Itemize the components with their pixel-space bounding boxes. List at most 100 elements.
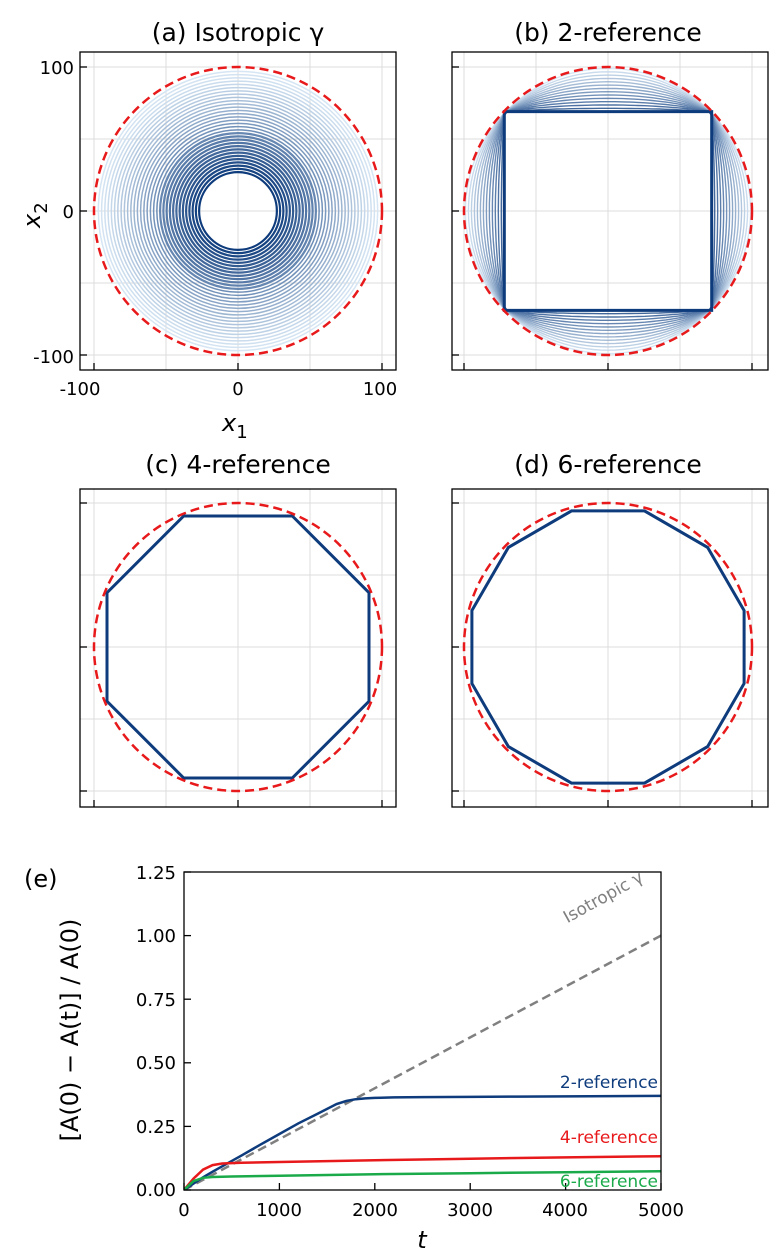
panel-d-final-shape [470,509,746,785]
contour-circle [126,99,350,323]
panel-e-ytick-label: 0.25 [136,1117,176,1138]
panel-a-xlabel-sub: 1 [236,422,247,443]
annotation-6-reference: 6-reference [560,1172,658,1192]
contour-circle [146,119,330,303]
panel-a-xtick-label: 100 [363,379,397,400]
panel-a-ylabel-base: x [18,213,46,229]
panel-b: (b) 2-reference [451,18,769,371]
contour-circle [165,138,311,284]
contour-shape [467,71,749,351]
contour-circle [133,106,343,316]
panel-a: (a) Isotropic γ -100 0 100 100 0 -100 x1… [18,18,397,443]
panel-e-xtick-label: 0 [178,1200,189,1221]
contour-circle [191,164,285,258]
contour-circle [152,125,324,297]
panel-e-ytick-label: 0.50 [136,1053,176,1074]
contour-circle [185,158,291,264]
panel-e-ytick-label: 1.00 [136,926,176,947]
panel-a-xlabel-base: x [221,409,237,437]
contour-shape [488,94,728,328]
panel-e-xtick-label: 3000 [447,1200,493,1221]
contour-shape [497,104,719,318]
contour-circle [194,167,282,255]
panel-a-xtick-label: 0 [232,379,243,400]
panel-b-contours [464,67,752,355]
contour-shape [485,90,731,332]
panel-c-title: (c) 4-reference [145,450,331,479]
panel-c-ticks [80,502,383,807]
contour-circle [136,109,340,313]
contour-circle [107,80,369,342]
contour-circle [156,129,320,293]
panel-e-xtick-label: 5000 [638,1200,684,1221]
panel-e-series [184,934,661,1190]
panel-c-final-shape [105,514,371,780]
panel-e-xlabel: t [417,1226,428,1254]
panel-a-xtick-label: -100 [60,379,101,400]
contour-shape [479,84,737,338]
contour-shape [491,97,725,325]
panel-e-ticks [183,871,662,1191]
contour-circle [175,148,301,274]
contour-circle [117,90,359,332]
contour-circle [168,141,308,281]
series-line-2-reference [184,1094,661,1190]
series-line-isotropic- [184,934,661,1190]
panel-d-reference-circle [462,501,754,793]
annotation-2-reference: 2-reference [560,1073,658,1093]
panel-d: (d) 6-reference [451,450,769,808]
series-line-6-reference [184,1169,661,1190]
contour-circle [123,96,353,326]
contour-shape [476,80,740,342]
panel-a-ylabel: x2 [18,202,52,229]
panel-c: (c) 4-reference [79,450,397,808]
panel-a-ytick-label: 0 [63,202,74,223]
panel-e-ytick-label: 1.25 [136,863,176,884]
panel-e-ytick-label: 0.75 [136,990,176,1011]
panel-a-ytick-label: -100 [33,347,74,368]
series-line-4-reference [184,1154,661,1190]
contour-circle [139,112,337,310]
panel-d-grid [452,489,768,807]
panel-b-ticks [452,66,753,370]
panel-a-contours [97,70,379,352]
contour-circle [97,70,379,352]
panel-e-xtick-label: 4000 [542,1200,588,1221]
annotation-isotropic: Isotropic γ [560,867,647,927]
contour-circle [188,161,288,261]
contour-circle [143,116,333,306]
contour-circle [159,132,317,290]
panel-a-ylabel-sub: 2 [31,202,52,213]
contour-shape [494,100,722,321]
panel-e-xtick-label: 2000 [352,1200,398,1221]
contour-shape [470,74,746,348]
contour-circle [120,93,356,329]
panel-e: (e) 0 1000 2000 3000 4000 5000 0.00 0.25… [24,863,684,1254]
panel-d-frame [451,488,769,808]
contour-circle [104,77,372,345]
contour-circle [198,171,278,251]
contour-circle [100,73,376,349]
panel-c-grid [80,489,396,807]
contour-circle [149,122,327,300]
annotation-4-reference: 4-reference [560,1128,658,1148]
contour-circle [110,83,366,339]
contour-shape [500,107,716,315]
contour-circle [178,151,298,271]
panel-c-reference-circle [92,501,384,793]
panel-a-reference-circle [92,65,384,357]
panel-b-reference-circle [462,65,754,357]
contour-circle [181,154,295,268]
panel-b-title: (b) 2-reference [514,18,702,47]
panel-a-xlabel: x1 [221,409,248,443]
panel-e-ylabel: [A(0) − A(t)] / A(0) [56,919,84,1142]
contour-shape [464,67,752,355]
contour-circle [130,103,346,319]
panel-e-xtick-label: 1000 [256,1200,302,1221]
panel-d-ticks [452,502,753,807]
panel-a-ticks [80,66,383,370]
panel-e-label: (e) [24,865,58,893]
panel-d-title: (d) 6-reference [514,450,702,479]
panel-e-ytick-label: 0.00 [136,1180,176,1201]
